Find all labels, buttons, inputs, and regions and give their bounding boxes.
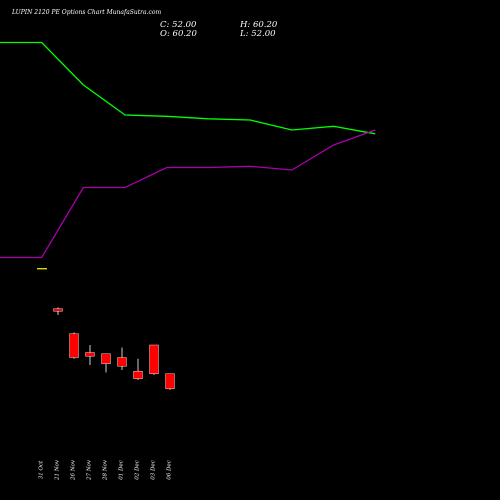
candle [53,308,63,312]
candle [117,357,127,367]
candle [85,352,95,357]
date-tick-label: 28 Nov [103,459,109,481]
candle [149,344,159,374]
chart-title: LUPIN 2120 PE Options Chart MunafaSutra.… [12,9,162,16]
date-tick-label: 01 Dec [119,460,125,480]
date-tick-label: 27 Nov [87,459,93,481]
date-tick-label: 02 Dec [135,460,141,480]
low-value: L: 52.00 [240,29,276,39]
candle [133,371,143,379]
open-value: O: 60.20 [160,29,197,39]
date-tick-label: 06 Dec [167,460,173,480]
close-value: C: 52.00 [160,20,197,30]
upper-indicator-line [0,41,376,135]
lower-indicator-line [0,129,376,259]
candle [69,333,79,358]
candle [101,353,111,364]
date-tick-label: 31 Oct [39,460,45,479]
date-tick-label: 26 Nov [71,459,77,481]
candle [165,373,175,389]
date-tick-label: 03 Dec [151,460,157,480]
date-tick-label: 21 Nov [55,459,61,481]
high-value: H: 60.20 [240,20,278,30]
